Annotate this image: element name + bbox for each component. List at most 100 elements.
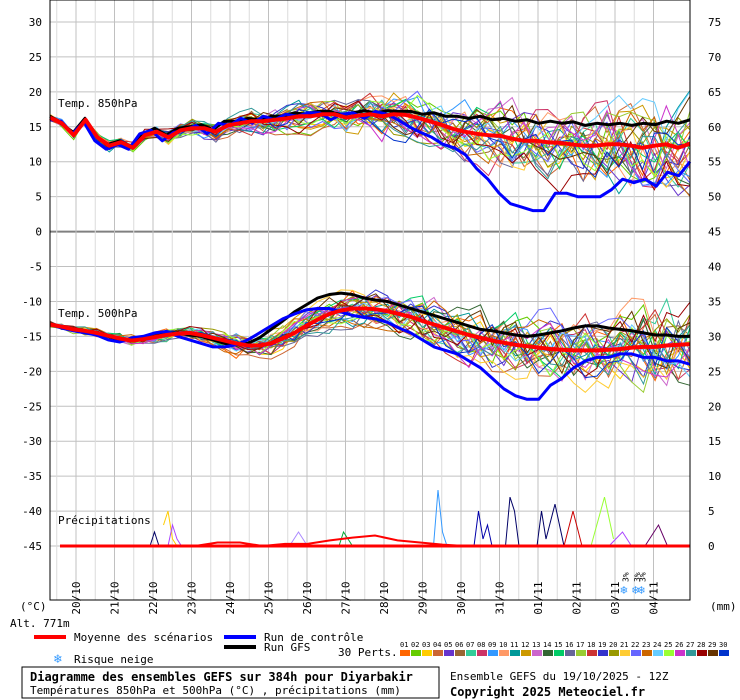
x-tick-label: 27/10 xyxy=(340,581,353,614)
precipitation-series xyxy=(60,490,690,548)
right-tick-label: 45 xyxy=(708,226,721,239)
pert-color-swatch xyxy=(675,650,685,656)
pert-number: 11 xyxy=(510,641,518,649)
left-tick-label: -45 xyxy=(22,540,42,553)
x-tick-label: 25/10 xyxy=(263,581,276,614)
right-tick-label: 70 xyxy=(708,51,721,64)
pert-color-swatch xyxy=(576,650,586,656)
pert-color-swatch xyxy=(488,650,498,656)
x-tick-label: 04/11 xyxy=(648,581,661,614)
snowflake-icon: ❄ xyxy=(620,583,627,597)
pert-number: 14 xyxy=(543,641,551,649)
pert-number: 25 xyxy=(664,641,672,649)
right-tick-label: 55 xyxy=(708,156,721,169)
left-tick-label: 5 xyxy=(35,191,42,204)
x-tick-label: 02/11 xyxy=(571,581,584,614)
main-series xyxy=(49,109,692,401)
pert-number: 18 xyxy=(587,641,595,649)
right-tick-label: 5 xyxy=(708,505,715,518)
x-tick-label: 23/10 xyxy=(186,581,199,614)
precip-member-line xyxy=(505,496,520,547)
right-tick-label: 50 xyxy=(708,191,721,204)
legend-perts-label: 30 Perts. xyxy=(338,646,398,659)
pert-color-swatch xyxy=(433,650,443,656)
left-tick-label: -15 xyxy=(22,330,42,343)
right-unit-label: (mm) xyxy=(710,600,737,613)
legend-gfs-label: Run GFS xyxy=(264,641,310,654)
precip-mean-line xyxy=(60,534,690,548)
gfs-850-line xyxy=(49,109,691,148)
pert-color-swatch xyxy=(587,650,597,656)
right-tick-label: 10 xyxy=(708,470,721,483)
legend-mean-label: Moyenne des scénarios xyxy=(74,631,213,644)
pert-number: 09 xyxy=(488,641,496,649)
x-tick-label: 03/11 xyxy=(609,581,622,614)
pert-number: 01 xyxy=(400,641,408,649)
left-tick-label: 30 xyxy=(29,16,42,29)
precip-member-line xyxy=(149,530,160,547)
left-tick-label: -25 xyxy=(22,400,42,413)
pert-numbers: 01 02 03 04 05 06 07 08 09 10 11 12 13 14 15 16 17 18 19 20… xyxy=(400,641,729,656)
x-tick-label: 31/10 xyxy=(494,581,507,614)
pert-number: 28 xyxy=(697,641,705,649)
pert-color-swatch xyxy=(697,650,707,656)
pert-number: 26 xyxy=(675,641,683,649)
pert-number: 13 xyxy=(532,641,540,649)
pert-color-swatch xyxy=(455,650,465,656)
left-tick-label: -30 xyxy=(22,435,42,448)
precip-member-line xyxy=(590,496,614,547)
pert-color-swatch xyxy=(400,650,410,656)
right-tick-label: 20 xyxy=(708,400,721,413)
pert-number: 06 xyxy=(455,641,463,649)
pert-color-swatch xyxy=(510,650,520,656)
precip-member-line xyxy=(644,523,668,547)
altitude-label: Alt. 771m xyxy=(10,617,70,630)
pert-number: 24 xyxy=(653,641,661,649)
pert-color-swatch xyxy=(620,650,630,656)
pert-color-swatch xyxy=(477,650,487,656)
snowflake-icon: ❄ xyxy=(632,583,639,597)
pert-number: 10 xyxy=(499,641,507,649)
pert-color-swatch xyxy=(664,650,674,656)
pert-number: 04 xyxy=(433,641,441,649)
chart-title: Diagramme des ensembles GEFS sur 384h po… xyxy=(30,670,413,684)
x-tick-label: 21/10 xyxy=(109,581,122,614)
pert-number: 27 xyxy=(686,641,694,649)
pert-color-swatch xyxy=(532,650,542,656)
pert-number: 07 xyxy=(466,641,474,649)
pert-color-swatch xyxy=(609,650,619,656)
x-tick-label: 28/10 xyxy=(378,581,391,614)
x-tick-label: 01/11 xyxy=(532,581,545,614)
x-tick-label: 29/10 xyxy=(417,581,430,614)
precip-label: Précipitations xyxy=(58,514,151,527)
x-tick-label: 20/10 xyxy=(70,581,83,614)
run-info: Ensemble GEFS du 19/10/2025 - 12Z xyxy=(450,670,669,683)
legend-snow-label: Risque neige xyxy=(74,653,153,666)
right-tick-label: 15 xyxy=(708,435,721,448)
left-tick-label: 15 xyxy=(29,121,42,134)
pert-number: 23 xyxy=(642,641,650,649)
snow-percent: 3% xyxy=(633,572,642,582)
title-box xyxy=(21,666,440,699)
right-tick-label: 65 xyxy=(708,86,721,99)
pert-color-swatch xyxy=(719,650,729,656)
pert-number: 16 xyxy=(565,641,573,649)
pert-color-swatch xyxy=(598,650,608,656)
right-tick-label: 0 xyxy=(708,540,715,553)
pert-color-swatch xyxy=(521,650,531,656)
pert-number: 05 xyxy=(444,641,452,649)
pert-number: 17 xyxy=(576,641,584,649)
pert-number: 22 xyxy=(631,641,639,649)
pert-color-swatch xyxy=(642,650,652,656)
snow-percent: 3% xyxy=(639,572,648,582)
x-tick-label: 22/10 xyxy=(147,581,160,614)
grid xyxy=(50,0,690,600)
precip-member-line xyxy=(563,510,583,547)
left-tick-label: 20 xyxy=(29,86,42,99)
pert-color-swatch xyxy=(653,650,663,656)
pert-color-swatch xyxy=(422,650,432,656)
pert-color-swatch xyxy=(565,650,575,656)
pert-number: 03 xyxy=(422,641,430,649)
pert-color-swatch xyxy=(708,650,718,656)
pert-number: 19 xyxy=(598,641,606,649)
